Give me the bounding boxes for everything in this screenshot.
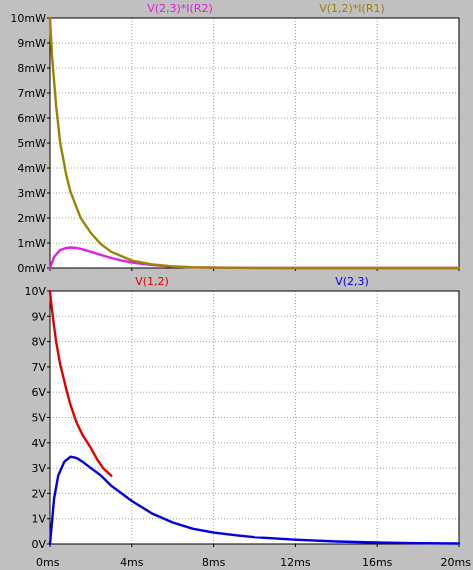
x-tick-label: 0ms [36,556,60,569]
y-tick-label: 10V [24,285,46,298]
series-line-2 [48,16,461,270]
y-tick-label: 7mW [17,87,46,100]
plot-pane-1: 0mW 1mW 2mW 3mW 4mW 5mW 6mW 7mW 8mW 9mW 10mW V(2,3)… [10,2,461,275]
y-tick-label: 1V [31,513,46,526]
y-tick-label: 5V [31,412,46,425]
y-tick-label: 0mW [17,262,46,275]
series-line-2 [48,455,461,546]
y-tick-label: 7V [31,361,46,374]
y-tick-label: 5mW [17,137,46,150]
legend-label-2[interactable]: V(1,2)*I(R1) [319,2,385,15]
x-tick-label: 12ms [280,556,311,569]
plot-pane-2: 0V 1V 2V 3V 4V 5V 6V 7V 8V 9V 10V 0ms 4ms 8ms 12ms 16ms… [24,275,471,569]
series-line-1 [48,289,113,477]
y-tick-label: 8mW [17,62,46,75]
y-tick-label: 6V [31,386,46,399]
x-tick-label: 20ms [441,556,472,569]
y-tick-label: 4V [31,437,46,450]
x-tick-label: 16ms [362,556,393,569]
y-tick-label: 6mW [17,112,46,125]
y-tick-label: 2mW [17,212,46,225]
y-tick-label: 9mW [17,37,46,50]
legend-label-1[interactable]: V(2,3)*I(R2) [147,2,213,15]
legend-label-2[interactable]: V(2,3) [335,275,369,288]
y-tick-label: 3V [31,462,46,475]
plot-panes: 0mW 1mW 2mW 3mW 4mW 5mW 6mW 7mW 8mW 9mW 10mW V(2,3)… [10,2,471,569]
y-tick-label: 10mW [10,12,46,25]
x-tick-label: 4ms [120,556,144,569]
x-tick-label: 8ms [202,556,226,569]
legend-label-1[interactable]: V(1,2) [135,275,169,288]
y-tick-label: 3mW [17,187,46,200]
y-tick-label: 1mW [17,237,46,250]
y-tick-label: 8V [31,336,46,349]
y-tick-label: 9V [31,310,46,323]
y-tick-label: 2V [31,487,46,500]
y-tick-label: 4mW [17,162,46,175]
y-tick-label: 0V [31,538,46,551]
